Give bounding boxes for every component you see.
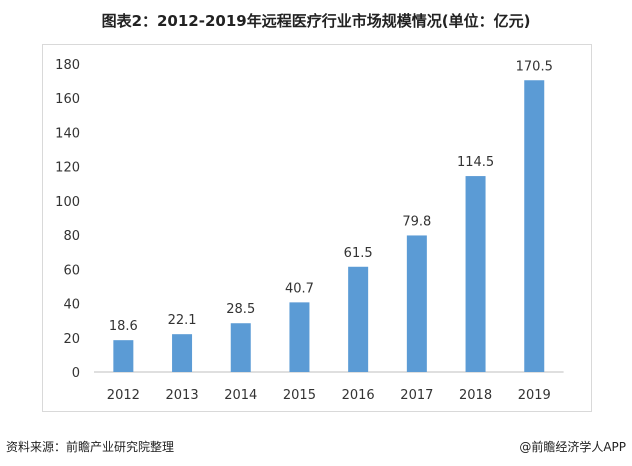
y-tick-label: 80 — [63, 229, 80, 244]
bar-2014 — [230, 323, 251, 372]
bar-2018 — [465, 176, 486, 372]
bar-2013 — [172, 334, 193, 372]
x-tick-label: 2013 — [166, 388, 199, 403]
y-tick-label: 0 — [72, 366, 80, 381]
bar-2012 — [113, 340, 134, 372]
y-tick-label: 60 — [63, 263, 80, 278]
x-tick-label: 2017 — [400, 388, 433, 403]
data-label-2013: 22.1 — [168, 313, 197, 328]
data-label-2018: 114.5 — [457, 155, 494, 170]
x-tick-label: 2016 — [342, 388, 375, 403]
bar-2015 — [289, 302, 310, 372]
x-tick-label: 2012 — [107, 388, 140, 403]
x-tick-label: 2018 — [459, 388, 492, 403]
data-label-2012: 18.6 — [109, 319, 138, 334]
data-label-2019: 170.5 — [516, 59, 553, 74]
y-tick-label: 40 — [63, 298, 80, 313]
y-tick-label: 180 — [55, 58, 80, 73]
data-label-2016: 61.5 — [344, 246, 373, 261]
x-tick-label: 2014 — [224, 388, 257, 403]
bar-2016 — [348, 266, 369, 372]
y-tick-label: 120 — [55, 161, 80, 176]
chart-frame — [42, 44, 592, 412]
data-label-2015: 40.7 — [285, 281, 314, 296]
chart-title: 图表2：2012-2019年远程医疗行业市场规模情况(单位：亿元) — [101, 12, 531, 30]
y-tick-label: 160 — [55, 92, 80, 107]
data-label-2014: 28.5 — [226, 302, 255, 317]
y-tick-label: 20 — [63, 332, 80, 347]
bar-2019 — [524, 80, 545, 372]
source-note: 资料来源：前瞻产业研究院整理 — [6, 440, 175, 454]
x-tick-label: 2015 — [283, 388, 316, 403]
x-tick-label: 2019 — [518, 388, 551, 403]
data-label-2017: 79.8 — [402, 214, 431, 229]
credit-note: @前瞻经济学人APP — [519, 440, 626, 454]
y-tick-label: 100 — [55, 195, 80, 210]
bar-2017 — [406, 235, 427, 372]
y-tick-label: 140 — [55, 126, 80, 141]
